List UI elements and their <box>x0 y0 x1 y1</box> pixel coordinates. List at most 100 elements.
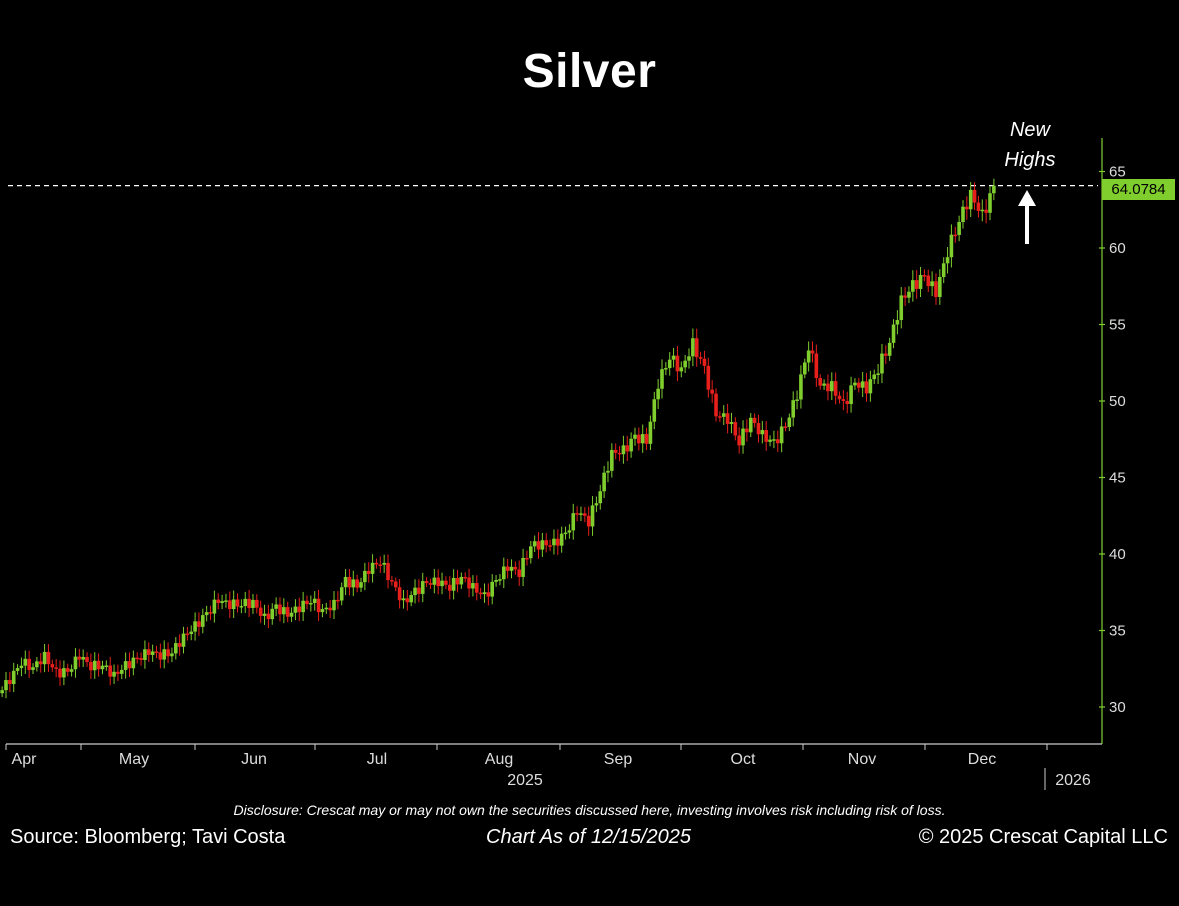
candle-body <box>366 570 371 574</box>
axes-layer: 30 35 40 45 50 55 60 65 Apr May Jun Jul Aug Sep Oct Nov… <box>5 138 1126 790</box>
candle-body <box>721 413 726 417</box>
candle <box>62 660 66 686</box>
candle <box>440 572 444 595</box>
candle-body <box>671 355 676 360</box>
candle <box>197 612 201 636</box>
candle-body <box>853 382 857 386</box>
candle <box>332 591 336 620</box>
candle <box>15 664 20 675</box>
candle-body <box>799 374 803 400</box>
candle-body <box>857 382 861 388</box>
candle <box>822 379 826 390</box>
candle-body <box>644 434 649 444</box>
candle <box>390 575 394 586</box>
candle-body <box>752 417 757 424</box>
candle-body <box>613 449 618 453</box>
candle-body <box>100 665 105 670</box>
candle <box>436 569 440 595</box>
candle <box>274 597 278 616</box>
candle-body <box>818 378 823 386</box>
candle-body <box>814 353 819 379</box>
candle-body <box>293 606 298 613</box>
candle <box>417 579 421 603</box>
x-tick-label: Jun <box>241 751 267 768</box>
candle-body <box>262 613 267 616</box>
candle <box>772 430 776 449</box>
candle <box>984 199 988 224</box>
candle-body <box>610 449 614 471</box>
candle <box>517 560 522 586</box>
candle <box>378 556 383 573</box>
candle-body <box>691 338 695 357</box>
candle-body <box>664 368 668 370</box>
candle <box>173 637 178 660</box>
candle <box>285 601 290 623</box>
candle-body <box>405 598 410 603</box>
candle <box>961 200 965 229</box>
candle <box>795 390 799 410</box>
candle-body <box>170 653 174 657</box>
candle-body <box>471 583 475 589</box>
candle-body <box>745 428 749 433</box>
candle-body <box>336 599 340 602</box>
candle-body <box>73 656 78 670</box>
candle-body <box>216 599 221 603</box>
candle <box>444 576 448 590</box>
candle-body <box>563 532 568 535</box>
candle <box>679 361 684 378</box>
candle <box>687 348 691 369</box>
candle-body <box>305 600 309 605</box>
candle-body <box>725 413 730 424</box>
candle <box>938 269 942 305</box>
candle-body <box>89 661 93 671</box>
candle <box>154 645 159 659</box>
candle <box>158 643 163 669</box>
x-tick-label: Apr <box>12 751 38 768</box>
candle <box>359 577 363 593</box>
candle <box>324 602 329 614</box>
candle-body <box>278 604 282 615</box>
candle-body <box>397 587 402 601</box>
candle-body <box>150 651 155 655</box>
candle <box>386 554 390 589</box>
candle <box>706 357 711 398</box>
candle-body <box>637 434 641 444</box>
candle-body <box>181 633 186 647</box>
x-tick-label: Nov <box>848 751 876 768</box>
candle-body <box>11 670 16 685</box>
candle-body <box>482 592 487 595</box>
candle <box>895 310 900 335</box>
candle <box>988 185 992 221</box>
candles-layer <box>0 178 996 699</box>
y-tick-label: 30 <box>1109 699 1126 716</box>
candle-body <box>702 358 707 366</box>
candle <box>131 650 136 676</box>
candle <box>857 377 861 393</box>
candle <box>143 640 147 669</box>
candle <box>19 657 24 677</box>
candle <box>297 597 302 621</box>
candle <box>694 328 699 367</box>
candle-body <box>826 383 830 392</box>
candle <box>629 432 633 458</box>
candle-body <box>976 202 981 211</box>
candle-body <box>123 661 128 670</box>
candle <box>363 562 367 591</box>
candle <box>413 579 417 604</box>
x-tick-label: Dec <box>968 751 996 768</box>
candle <box>278 597 282 622</box>
candle-body <box>698 357 703 359</box>
candle-body <box>656 388 660 400</box>
candle-body <box>116 671 120 674</box>
candle <box>405 590 410 611</box>
candle-body <box>833 381 838 396</box>
candle-body <box>173 643 178 654</box>
candle <box>583 507 587 523</box>
candle <box>887 337 892 361</box>
candle-body <box>4 680 8 691</box>
candle <box>401 589 406 609</box>
candle-body <box>81 657 85 660</box>
candle <box>980 199 985 222</box>
candle-body <box>420 581 425 594</box>
